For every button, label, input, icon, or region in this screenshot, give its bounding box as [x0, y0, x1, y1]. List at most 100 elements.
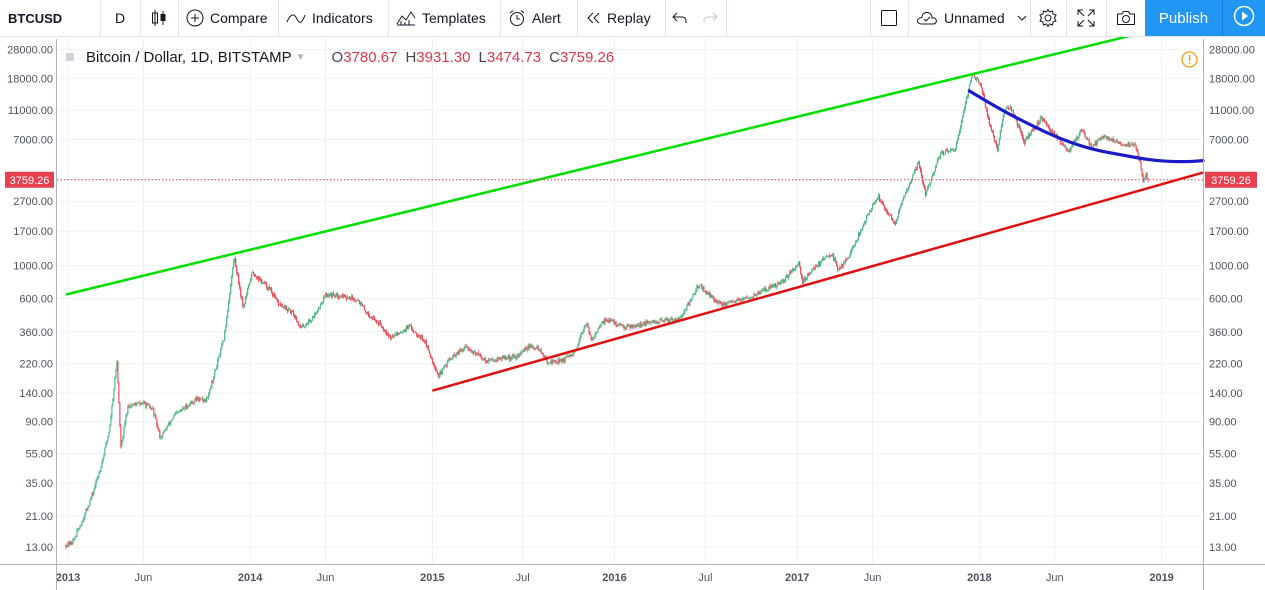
candle — [1111, 138, 1113, 142]
candle-body — [431, 358, 433, 362]
fullscreen-button[interactable] — [1066, 0, 1106, 36]
candle — [953, 149, 956, 153]
lower-trendline[interactable] — [432, 171, 1204, 392]
candle — [1093, 143, 1095, 147]
candle-body — [932, 173, 935, 175]
candle — [818, 260, 820, 269]
y-tick-label-left: 11000.00 — [8, 105, 53, 117]
fullscreen-square-button[interactable] — [870, 0, 908, 36]
candle-body — [879, 200, 882, 203]
candle — [378, 319, 381, 326]
candle — [144, 400, 146, 405]
expand-icon — [1077, 9, 1095, 27]
settings-button[interactable] — [1030, 0, 1066, 36]
candle — [510, 356, 512, 362]
candle-body — [855, 242, 857, 245]
candle — [414, 331, 416, 334]
candle-body — [609, 320, 611, 323]
candle — [939, 151, 942, 160]
candle-body — [1123, 144, 1125, 146]
candle-body — [101, 462, 103, 468]
candle-body — [548, 363, 550, 364]
candle — [394, 334, 397, 336]
candle — [444, 363, 446, 368]
candle-body — [916, 163, 919, 170]
candle-body — [693, 293, 695, 295]
candle — [879, 198, 882, 203]
chart-type-button[interactable] — [140, 0, 178, 36]
candle — [454, 354, 456, 358]
alert-button[interactable]: Alert — [500, 0, 577, 36]
candle — [570, 354, 572, 358]
candle-body — [462, 348, 464, 350]
y-tick-label-left: 220.00 — [19, 359, 53, 371]
candle — [238, 273, 240, 286]
candle — [1041, 116, 1043, 123]
symbol-title: Bitcoin / Dollar, 1D, BITSTAMP — [86, 48, 292, 66]
candle — [659, 317, 661, 324]
candle-body — [583, 327, 585, 332]
candle-body — [429, 353, 431, 357]
candle-body — [1144, 177, 1146, 179]
candle-body — [516, 355, 518, 359]
indicators-button[interactable]: Indicators — [278, 0, 388, 36]
candle-body — [925, 191, 928, 195]
candle-body — [367, 311, 370, 316]
candle — [772, 282, 774, 288]
candle-body — [515, 358, 517, 359]
replay-button[interactable]: Replay — [577, 0, 665, 36]
warning-icon[interactable] — [1181, 51, 1198, 73]
arc-curve[interactable] — [967, 89, 1205, 164]
candle — [443, 364, 445, 370]
candle-body — [289, 309, 292, 314]
candle-body — [233, 260, 235, 269]
candle — [190, 400, 192, 406]
candle-body — [330, 293, 333, 297]
publish-button[interactable]: Publish — [1145, 0, 1222, 36]
candle — [284, 304, 286, 310]
gear-icon — [1038, 8, 1058, 28]
candle-body — [192, 402, 194, 404]
candle — [948, 150, 951, 153]
candle-body — [460, 350, 462, 352]
candle — [319, 302, 322, 310]
candle — [148, 404, 150, 406]
candle — [1065, 146, 1067, 152]
candle — [1047, 124, 1049, 129]
play-button[interactable] — [1222, 0, 1265, 36]
last-price-label-right-bg — [1205, 171, 1257, 188]
templates-button[interactable]: Templates — [388, 0, 500, 36]
upper-trendline[interactable] — [65, 37, 1162, 296]
candle — [515, 356, 517, 361]
symbol-search-button[interactable]: BTCUSD — [0, 0, 100, 36]
layout-name-button[interactable]: Unnamed — [908, 0, 1030, 36]
interval-button[interactable]: D — [100, 0, 140, 36]
candle — [1094, 139, 1096, 147]
candle-body — [237, 272, 239, 275]
candle-body — [1140, 162, 1142, 171]
compare-button[interactable]: Compare — [178, 0, 278, 36]
candle-body — [264, 282, 266, 284]
candle — [635, 324, 637, 329]
candle-body — [764, 287, 766, 290]
candle — [710, 292, 712, 298]
candle-body — [1112, 138, 1114, 141]
series-visibility-icon[interactable] — [66, 53, 74, 61]
candle-body — [244, 303, 246, 306]
candle — [258, 275, 260, 283]
candle-body — [139, 402, 141, 404]
candle — [744, 297, 746, 300]
candle-body — [224, 331, 226, 341]
legend-chevron-icon[interactable]: ▼ — [295, 51, 306, 63]
candle-body — [687, 303, 689, 306]
undo-button[interactable] — [665, 0, 695, 36]
candle-body — [415, 332, 417, 335]
candle — [1101, 134, 1103, 139]
candle — [558, 356, 560, 365]
candle — [624, 325, 626, 330]
candle — [588, 326, 590, 335]
redo-button[interactable] — [695, 0, 725, 36]
candle — [459, 347, 461, 353]
snapshot-button[interactable] — [1106, 0, 1145, 36]
